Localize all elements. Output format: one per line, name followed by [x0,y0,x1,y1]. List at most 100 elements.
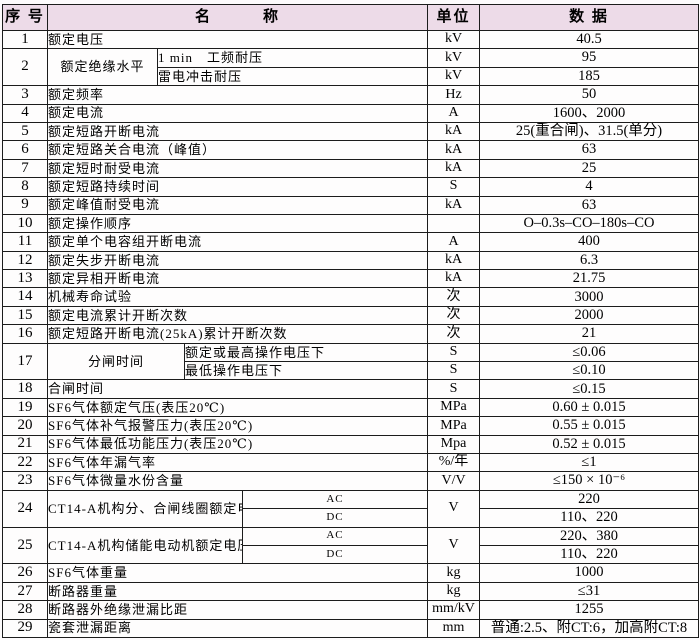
table-row: 26 SF6气体重量 kg 1000 [2,563,700,583]
spec-name-group: 分闸时间 [47,342,185,381]
value-cell: 2000 [479,305,700,326]
value-cell: 95 [479,48,700,68]
row-number: 28 [2,600,48,620]
value-cell: ≤1 [479,452,700,473]
current-type-label: AC [241,489,429,510]
value-cell: ≤0.06 [479,342,700,363]
spec-name: 机械寿命试验 [46,287,429,307]
unit-cell: kA [427,158,481,179]
value-cell: 25 [479,158,700,179]
unit-cell: kA [427,195,481,215]
spec-subname: 额定或最高操作电压下 [183,342,429,363]
row-number: 18 [2,379,48,399]
row-number: 13 [2,269,48,289]
spec-name: 额定短路开断电流 [46,121,429,142]
spec-name-group: CT14-A机构储能电动机额定电压 [47,526,243,565]
value-cell: 21 [479,324,700,344]
row-number: 15 [2,305,48,326]
unit-cell: Hz [427,85,481,105]
value-cell: 6.3 [479,250,700,271]
row-number: 21 [2,434,48,454]
value-cell: 50 [479,85,700,105]
row-number: 25 [2,526,48,565]
value-cell: 0.52 ± 0.015 [479,434,700,454]
row-number: 19 [2,397,48,418]
unit-cell: MPa [427,397,481,418]
value-cell: 63 [479,195,700,215]
row-number: 16 [2,324,48,344]
table-row: 28 断路器外绝缘泄漏比距 mm/kV 1255 [2,600,700,620]
table-row: 12 额定失步开断电流 kA 6.3 [2,250,700,271]
unit-cell: 次 [427,287,481,307]
header-name: 名 称 [46,4,429,31]
row-number: 17 [2,342,48,381]
value-cell: 110、220 [479,508,700,528]
header-data: 数 据 [479,4,700,31]
spec-subname: 雷电冲击耐压 [156,66,429,87]
row-number: 12 [2,250,48,271]
unit-cell: kg [427,563,481,583]
spec-name: 瓷套泄漏距离 [46,618,429,638]
value-cell: 110、220 [479,544,700,565]
table-row: 1 额定电压 kV 40.5 [2,29,700,50]
spec-name: 额定失步开断电流 [46,250,429,271]
table-row: 20 SF6气体补气报警压力(表压20℃) MPa 0.55 ± 0.015 [2,416,700,436]
value-cell: 63 [479,140,700,160]
row-number: 22 [2,452,48,473]
spec-subname: 最低操作电压下 [183,361,429,381]
spec-name: 额定电压 [46,29,429,50]
unit-cell: 次 [427,305,481,326]
table-row: 23 SF6气体微量水份含量 V/V ≤150 × 10⁻⁶ [2,471,700,491]
table-row: 11 额定单个电容组开断电流 A 400 [2,232,700,252]
table-row: 25 CT14-A机构储能电动机额定电压 AC V 220、380 [2,526,700,565]
spec-name: SF6气体重量 [46,563,429,583]
table-row: 19 SF6气体额定气压(表压20℃) MPa 0.60 ± 0.015 [2,397,700,418]
table-row: 14 机械寿命试验 次 3000 [2,287,700,307]
spec-name: SF6气体额定气压(表压20℃) [46,397,429,418]
spec-name: 额定单个电容组开断电流 [46,232,429,252]
unit-cell: 次 [427,324,481,344]
value-cell: ≤31 [479,581,700,602]
current-type-label: DC [241,508,429,528]
table-row: 22 SF6气体年漏气率 %/年 ≤1 [2,452,700,473]
header-row: 序 号 名 称 单位 数 据 [2,4,700,31]
table-row: 21 SF6气体最低功能压力(表压20℃) Mpa 0.52 ± 0.015 [2,434,700,454]
table-row: 7 额定短时耐受电流 kA 25 [2,158,700,179]
header-serial-number: 序 号 [2,4,48,31]
value-cell: 0.60 ± 0.015 [479,397,700,418]
unit-cell: kV [427,29,481,50]
unit-cell: kA [427,140,481,160]
spec-name: 额定频率 [46,85,429,105]
current-type-label: AC [241,526,429,546]
spec-name-group: CT14-A机构分、合闸线圈额定电压 [47,489,243,528]
spec-subname: 1 min 工频耐压 [156,48,429,68]
value-cell: 40.5 [479,29,700,50]
value-cell: ≤0.10 [479,361,700,381]
unit-cell [427,213,481,234]
value-cell: 0.55 ± 0.015 [479,416,700,436]
spec-name: 额定短时耐受电流 [46,158,429,179]
unit-cell: kg [427,581,481,602]
row-number: 24 [2,489,48,528]
value-cell: 400 [479,232,700,252]
value-cell: 1255 [479,600,700,620]
unit-cell: kV [427,66,481,87]
row-number: 11 [2,232,48,252]
row-number: 9 [2,195,48,215]
table-row: 29 瓷套泄漏距离 mm 普通:2.5、附CT:6，加高附CT:8 [2,618,700,638]
table-row: 3 额定频率 Hz 50 [2,85,700,105]
spec-name: 额定电流累计开断次数 [46,305,429,326]
unit-cell: %/年 [427,452,481,473]
table-row: 4 额定电流 A 1600、2000 [2,103,700,123]
row-number: 20 [2,416,48,436]
value-cell: 4 [479,177,700,197]
table-row: 9 额定峰值耐受电流 kA 63 [2,195,700,215]
unit-cell: S [427,361,481,381]
table-row: 8 额定短路持续时间 S 4 [2,177,700,197]
row-number: 2 [2,48,48,87]
unit-cell: V [427,489,481,528]
spec-name-group: 额定绝缘水平 [47,48,158,87]
unit-cell: V [427,526,481,565]
row-number: 3 [2,85,48,105]
